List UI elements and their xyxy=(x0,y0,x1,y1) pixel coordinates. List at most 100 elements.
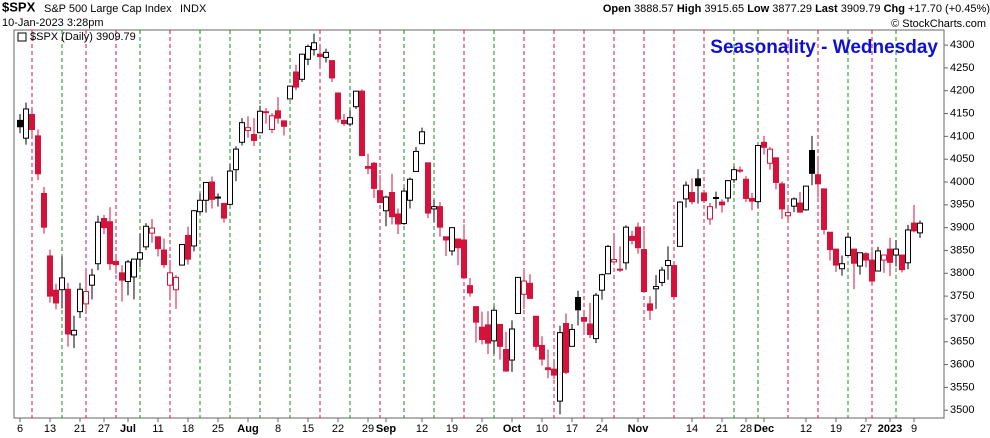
candle-body xyxy=(425,162,431,214)
candle-body xyxy=(323,51,329,58)
x-tick-label: Sep xyxy=(376,423,396,435)
x-tick-label: 25 xyxy=(212,423,224,435)
x-tick-label: 22 xyxy=(332,423,344,435)
quote-value: 3888.57 xyxy=(634,3,674,15)
candle-body xyxy=(863,253,869,261)
candle-body xyxy=(227,170,233,205)
symbol: $SPX xyxy=(2,0,36,14)
x-tick-label: Nov xyxy=(628,423,650,435)
y-tick-label: 3800 xyxy=(950,267,974,279)
candle-body xyxy=(491,309,497,342)
quote-value: 3915.65 xyxy=(704,3,744,15)
quote-label: Low xyxy=(747,3,769,15)
candle-body xyxy=(209,181,215,200)
candle-body xyxy=(437,206,443,228)
candle-body xyxy=(809,150,815,174)
candle-body xyxy=(161,249,167,266)
candle-body xyxy=(287,85,293,100)
candle-body xyxy=(173,276,179,291)
x-tick-label: 18 xyxy=(182,423,194,435)
candle-body xyxy=(131,258,137,278)
candle-body xyxy=(587,323,593,335)
candle-body xyxy=(119,272,125,281)
candle-body xyxy=(737,169,743,172)
candle-body xyxy=(563,323,569,373)
legend-swatch xyxy=(17,32,27,42)
candle-body xyxy=(353,90,359,108)
x-tick-label: Dec xyxy=(754,423,774,435)
candle-body xyxy=(671,265,677,298)
candle-body xyxy=(773,157,779,183)
candle-body xyxy=(755,144,761,203)
candle-body xyxy=(431,206,437,210)
candle-body xyxy=(275,110,281,119)
candle-body xyxy=(257,110,263,134)
candle-body xyxy=(449,227,455,252)
symbol-name: S&P 500 Large Cap Index xyxy=(44,3,172,15)
candle-body xyxy=(707,206,713,220)
candle-body xyxy=(347,117,353,125)
header: $SPX S&P 500 Large Cap Index INDX 10-Jan… xyxy=(2,0,990,30)
candle-body xyxy=(905,229,911,264)
y-tick-label: 4200 xyxy=(950,85,974,97)
candle-body xyxy=(629,235,635,241)
y-tick-label: 4250 xyxy=(950,62,974,74)
candle-body xyxy=(401,190,407,225)
candle-body xyxy=(785,212,791,217)
candle-body xyxy=(899,254,905,271)
y-tick-label: 4050 xyxy=(950,153,974,165)
candle-body xyxy=(53,289,59,304)
x-tick-label: 29 xyxy=(362,423,374,435)
candle-body xyxy=(203,181,209,201)
x-tick-label: 21 xyxy=(716,423,728,435)
x-tick-label: 14 xyxy=(686,423,698,435)
timestamp: 10-Jan-2023 3:28pm xyxy=(2,17,104,29)
candle-body xyxy=(143,225,149,248)
candle-body xyxy=(185,234,191,260)
candle-body xyxy=(41,192,47,228)
candle-body xyxy=(413,150,419,173)
candle-body xyxy=(593,294,599,340)
candle-body xyxy=(461,239,467,279)
candle-body xyxy=(215,196,221,199)
candle-body xyxy=(689,192,695,203)
quote-label: High xyxy=(677,3,702,15)
x-tick-label: 19 xyxy=(446,423,458,435)
y-tick-label: 3950 xyxy=(950,199,974,211)
candle-body xyxy=(35,135,41,175)
candle-body xyxy=(359,90,365,157)
candle-body xyxy=(761,141,767,148)
candle-body xyxy=(515,276,521,314)
candle-body xyxy=(365,165,371,169)
quote-value: 3877.29 xyxy=(772,3,812,15)
candle-body xyxy=(545,367,551,371)
candle-body xyxy=(539,344,545,360)
candle-body xyxy=(197,199,203,213)
candle-body xyxy=(857,252,863,267)
y-tick-label: 4000 xyxy=(950,176,974,188)
candle-body xyxy=(23,108,29,139)
x-tick-label: 24 xyxy=(596,423,608,435)
y-tick-label: 3750 xyxy=(950,290,974,302)
candle-body xyxy=(125,261,131,283)
y-tick-label: 3500 xyxy=(950,404,974,416)
candle-body xyxy=(377,190,383,204)
x-tick-label: Jul xyxy=(120,423,136,435)
candle-body xyxy=(719,201,725,206)
candle-body xyxy=(269,115,275,131)
candle-body xyxy=(821,188,827,230)
candle-body xyxy=(779,183,785,210)
candle-body xyxy=(77,288,83,313)
candle-body xyxy=(869,259,875,282)
candle-body xyxy=(239,122,245,143)
y-tick-label: 3550 xyxy=(950,381,974,393)
candle-body xyxy=(221,202,227,219)
candle-body xyxy=(311,42,317,51)
y-tick-label: 4300 xyxy=(950,39,974,51)
x-tick-label: 13 xyxy=(44,423,56,435)
candle-body xyxy=(917,222,923,234)
candle-body xyxy=(59,277,65,291)
candle-body xyxy=(335,92,341,120)
x-tick-label: 28 xyxy=(740,423,752,435)
x-tick-label: Oct xyxy=(503,423,522,435)
